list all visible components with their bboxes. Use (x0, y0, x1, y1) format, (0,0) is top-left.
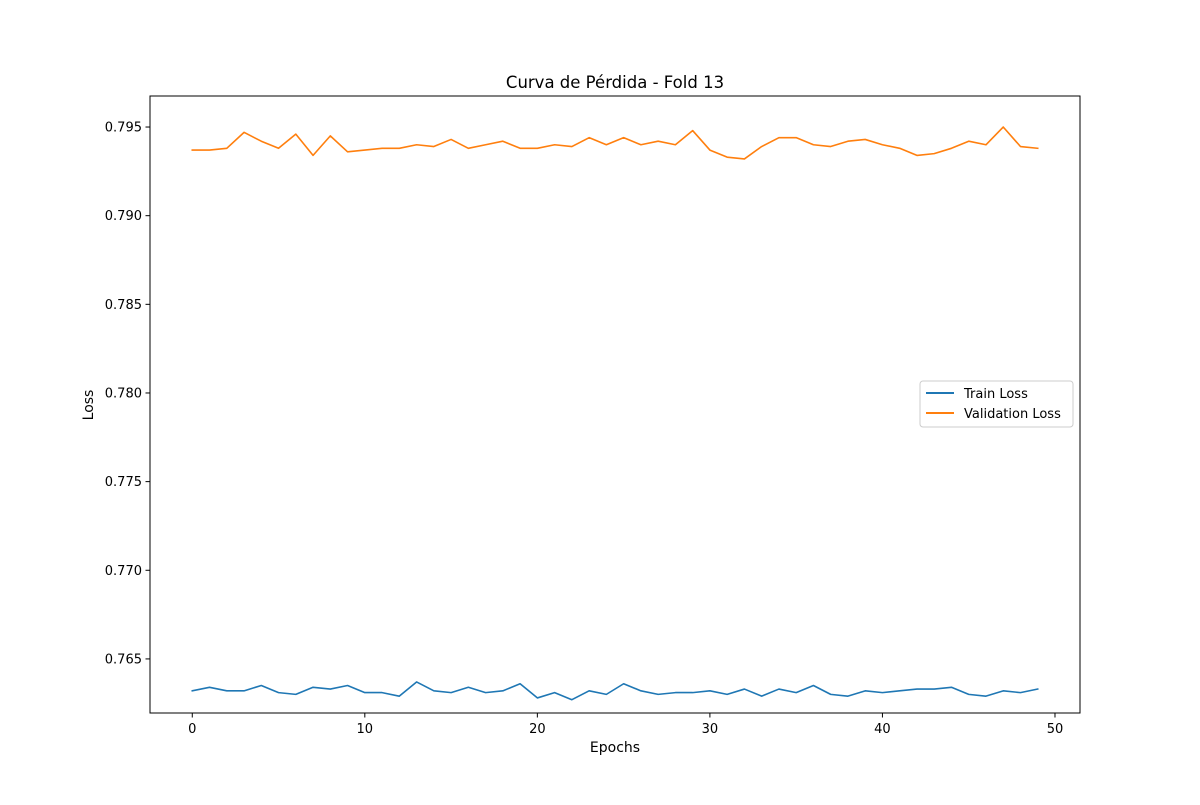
legend-box (919, 380, 1074, 428)
x-tick-label: 0 (188, 722, 196, 737)
y-tick-label: 0.780 (105, 386, 142, 401)
x-tick-label: 50 (1047, 722, 1064, 737)
x-tick-label: 10 (357, 722, 374, 737)
legend-label-train-loss: Train Loss (963, 387, 1028, 402)
chart-title: Curva de Pérdida - Fold 13 (506, 73, 724, 92)
x-tick-label: 20 (529, 722, 546, 737)
y-axis-ticks: 0.765 0.770 0.775 0.780 0.785 0.790 0.795 (105, 121, 150, 667)
y-tick-label: 0.770 (105, 564, 142, 579)
x-tick-label: 40 (874, 722, 891, 737)
legend: Train Loss Validation Loss (919, 380, 1074, 428)
x-tick-label: 30 (702, 722, 719, 737)
series-line-train-loss (191, 681, 1039, 701)
plot-area-frame (149, 95, 1081, 714)
y-axis-label: Loss (81, 390, 97, 421)
y-tick-label: 0.775 (105, 475, 142, 490)
y-tick-label: 0.765 (105, 652, 142, 667)
y-tick-label: 0.790 (105, 209, 142, 224)
x-axis-ticks: 0 10 20 30 40 50 (188, 713, 1063, 737)
series-line-validation-loss (191, 126, 1039, 160)
x-axis-label: Epochs (590, 740, 640, 756)
series-lines (191, 126, 1039, 701)
legend-label-validation-loss: Validation Loss (964, 407, 1061, 422)
y-tick-label: 0.785 (105, 298, 142, 313)
y-tick-label: 0.795 (105, 121, 142, 136)
